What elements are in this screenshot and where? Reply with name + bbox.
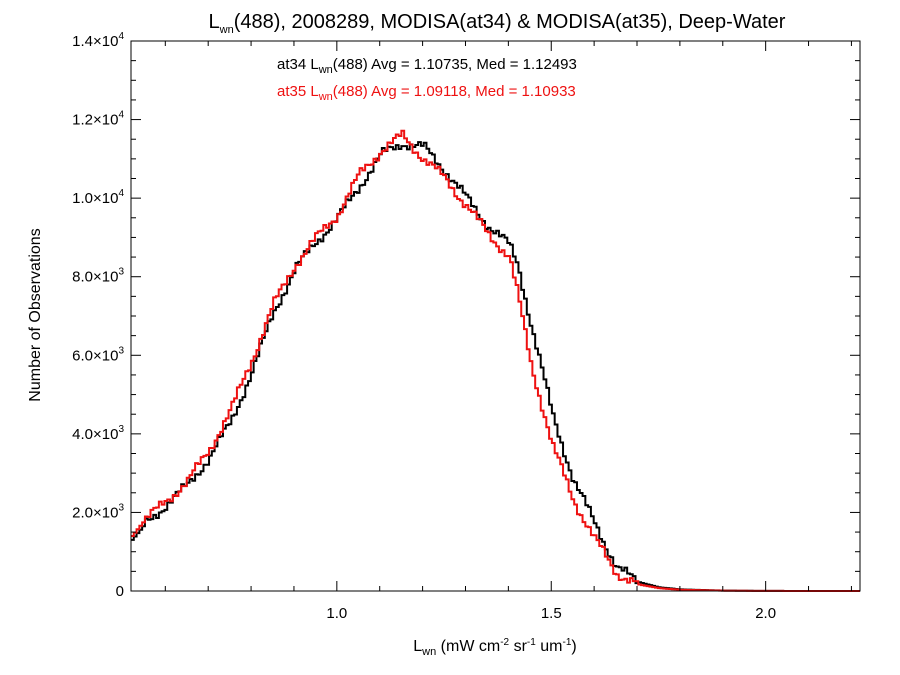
chart-title: Lwn(488), 2008289, MODISA(at34) & MODISA… [209,11,786,36]
y-tick-label: 1.4×104 [72,31,124,50]
y-tick-label: 1.2×104 [72,110,124,129]
legend-at35: at35 Lwn(488) Avg = 1.09118, Med = 1.109… [277,83,576,103]
y-tick-label: 8.0×103 [72,267,124,286]
x-tick-label: 1.5 [541,605,562,622]
x-axis-label: Lwn (mW cm-2 sr-1 um-1) [413,637,576,658]
tick-layer: 0 2.0×103 4.0×103 6.0×103 8.0×103 1.0×104 1.2×… [72,31,860,622]
y-tick-label: 6.0×103 [72,345,124,364]
y-tick-label: 0 [116,583,124,600]
y-axis-label: Number of Observations [27,228,44,401]
plot-frame [130,40,861,592]
x-tick-label: 2.0 [755,605,776,622]
y-tick-label: 4.0×103 [72,424,124,443]
legend-at34: at34 Lwn(488) Avg = 1.10735, Med = 1.124… [277,56,577,76]
y-tick-label: 2.0×103 [72,502,124,521]
y-tick-label: 1.0×104 [72,188,124,207]
x-tick-label: 1.0 [326,605,347,622]
series-line-at34 [131,141,860,592]
series-line-at35 [131,129,860,592]
series-layer [131,129,860,592]
